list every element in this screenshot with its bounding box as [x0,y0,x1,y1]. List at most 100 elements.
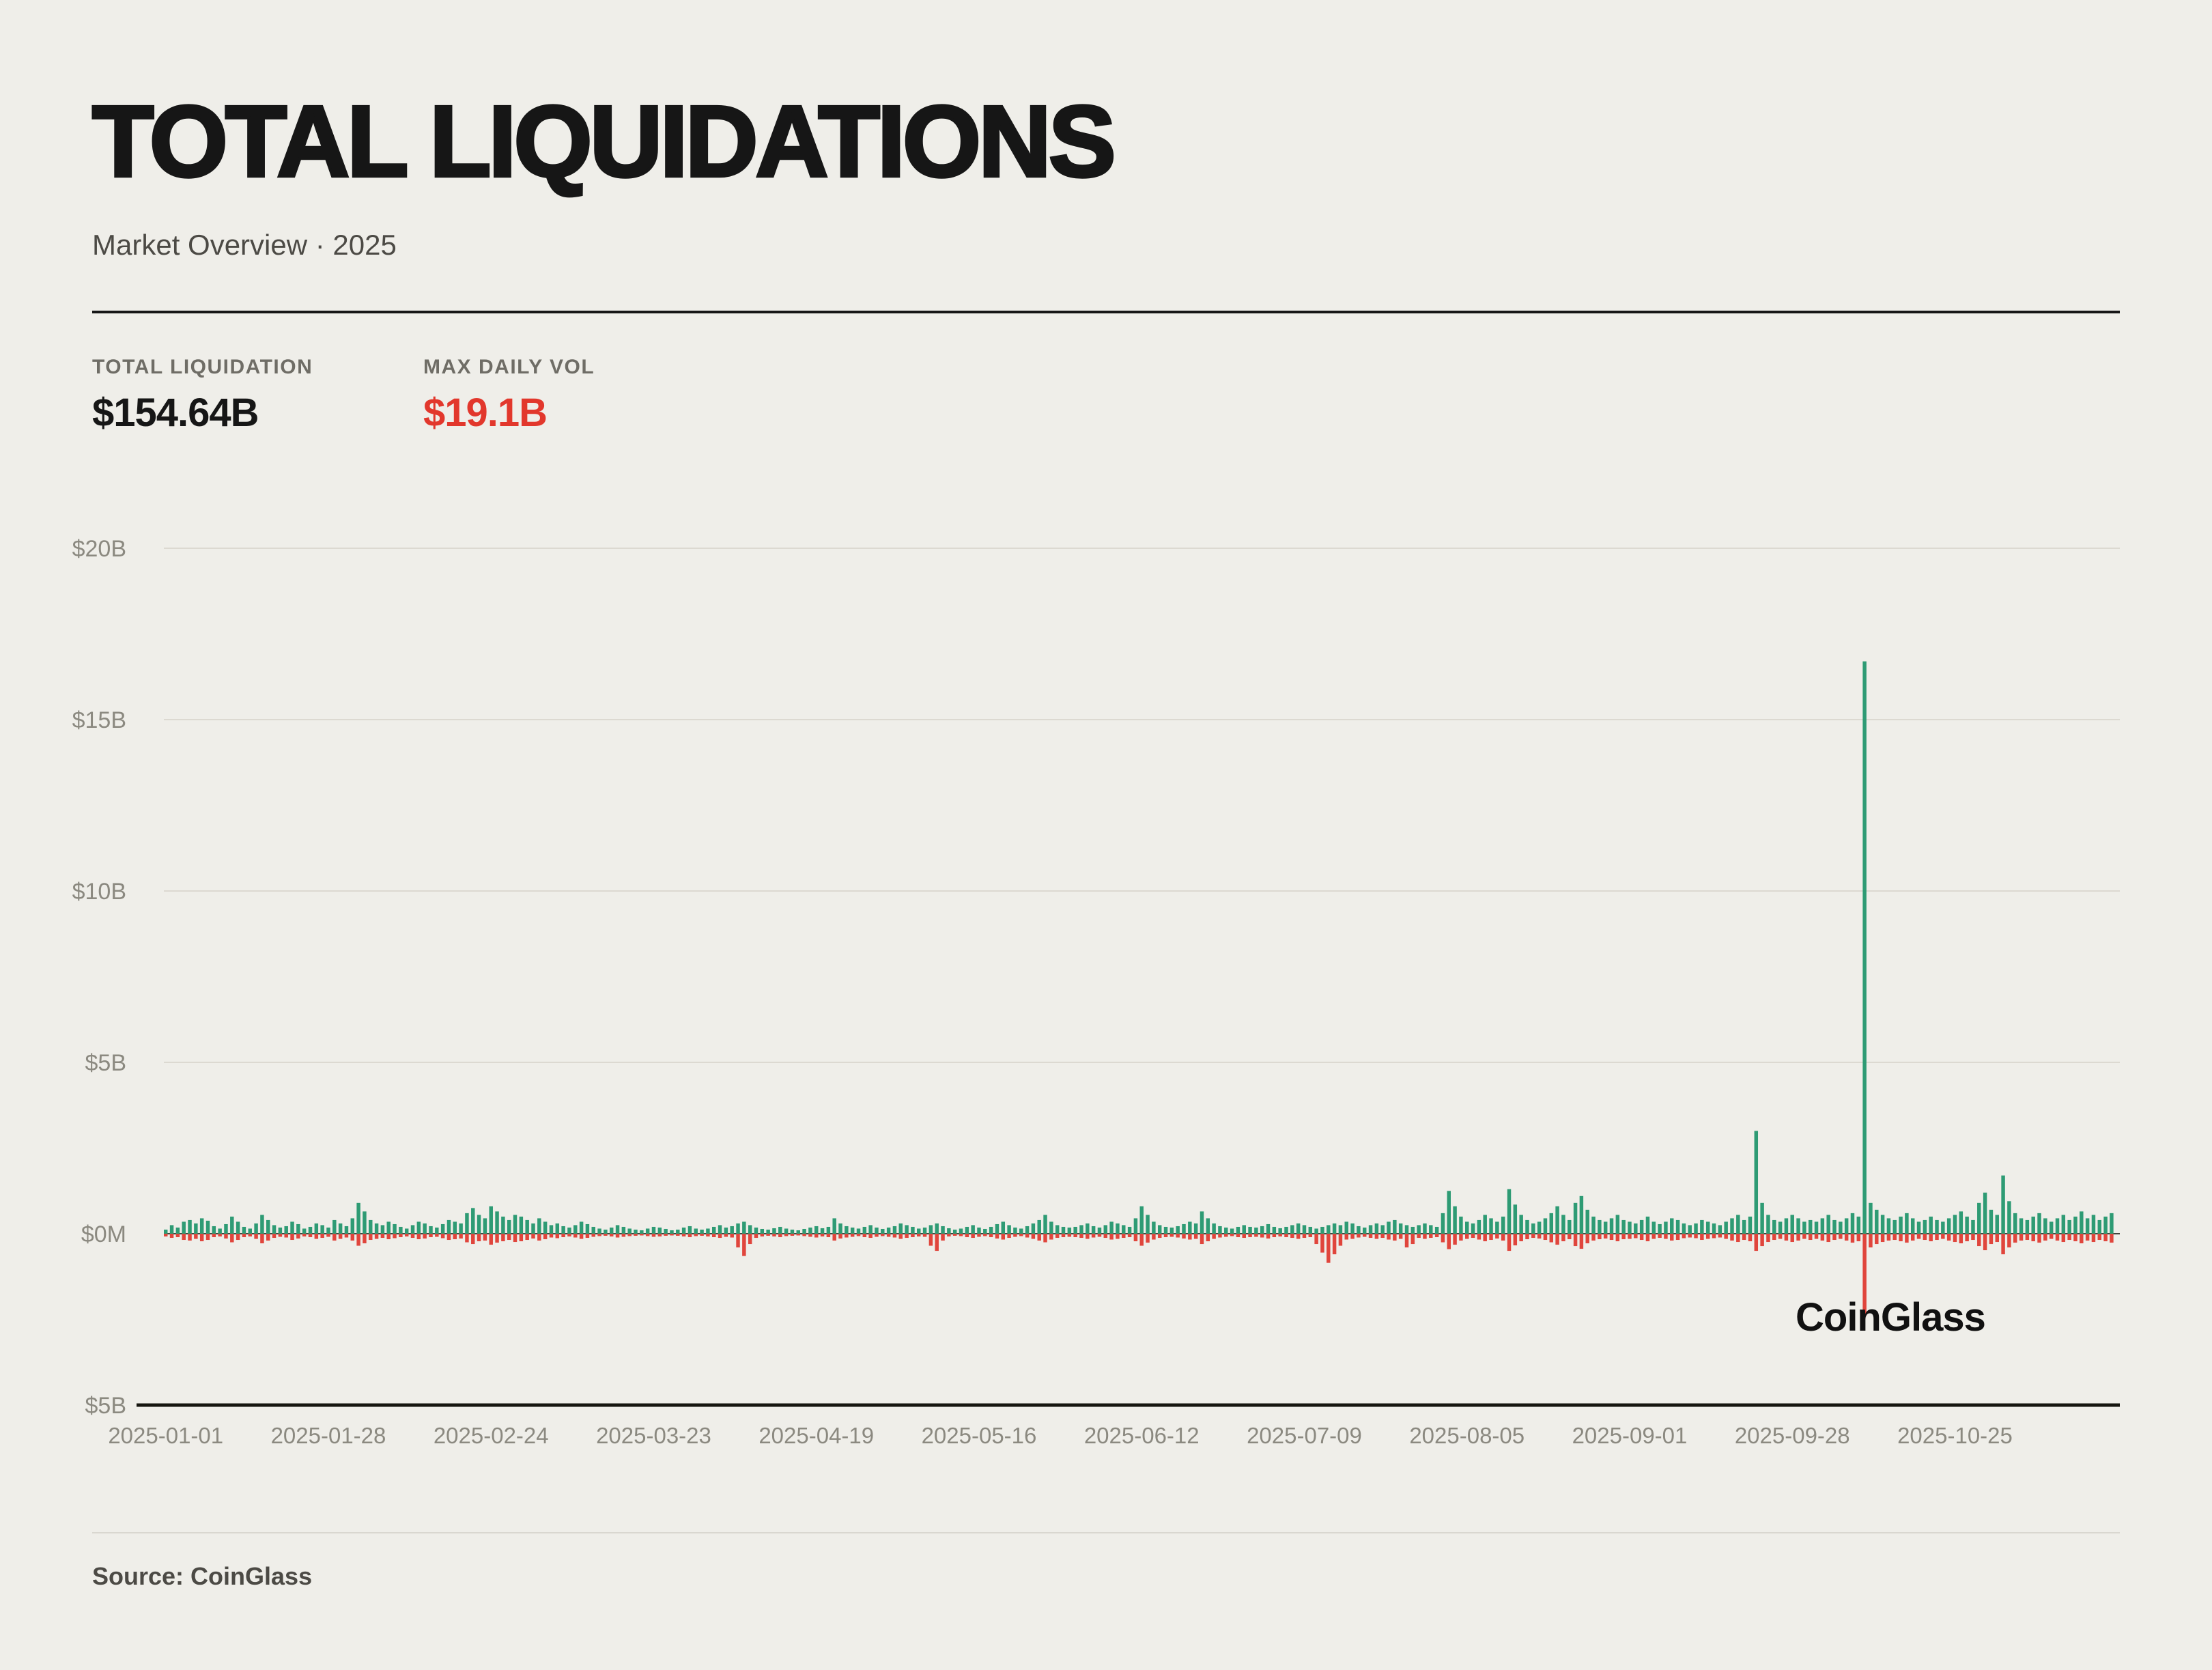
bar-short [1387,1234,1391,1240]
bar-long [1916,1221,1921,1234]
bar-long [2031,1217,2035,1234]
bar-short [615,1234,620,1238]
bar-long [886,1228,891,1234]
bar-long [1935,1220,1939,1234]
bar-short [224,1234,228,1239]
bar-long [706,1228,710,1234]
bar-long [1742,1220,1746,1234]
bar-short [513,1234,517,1243]
bar-short [1272,1234,1277,1238]
bar-long [531,1223,535,1234]
bar-long [1266,1224,1271,1234]
bar-short [905,1234,909,1239]
bar-short [1248,1234,1252,1238]
bar-short [1410,1234,1415,1245]
bar-long [338,1223,343,1234]
bar-short [1031,1234,1036,1239]
bar-long [1423,1223,1427,1234]
bar-short [1916,1234,1921,1239]
bar-long [742,1221,746,1234]
bar-short [898,1234,903,1239]
bar-short [1555,1234,1559,1245]
bar-short [808,1234,812,1237]
bar-long [845,1226,849,1234]
bar-long [1784,1218,1789,1234]
bar-short [1826,1234,1830,1243]
bar-short [1398,1234,1403,1239]
bar-short [1742,1234,1746,1241]
bar-short [326,1234,330,1237]
bar-long [266,1220,270,1234]
bar-long [621,1227,626,1234]
bar-short [525,1234,529,1241]
bar-short [2110,1234,2114,1243]
bar-short [1628,1234,1632,1239]
bar-short [585,1234,590,1239]
bar-short [711,1234,716,1238]
bar-long [326,1228,330,1234]
bar-long [1091,1226,1096,1234]
stats-row: TOTAL LIQUIDATION $154.64B MAX DAILY VOL… [92,356,2120,436]
bar-long [1031,1223,1036,1234]
bar-short [995,1234,999,1239]
bar-short [1941,1234,1945,1239]
bar-long [549,1225,554,1234]
bar-short [1772,1234,1776,1241]
bar-long [573,1225,578,1234]
bar-long [1507,1189,1512,1234]
bar-long [1628,1221,1632,1234]
bar-long [1850,1213,1855,1234]
bar-short [2007,1234,2011,1248]
bar-long [862,1227,867,1234]
bar-short [1357,1234,1361,1238]
bar-long [1037,1220,1041,1234]
bar-long [832,1218,836,1234]
bar-long [1946,1218,1951,1234]
bar-short [1880,1234,1885,1243]
bar-long [1073,1227,1077,1234]
bar-long [248,1228,253,1234]
bar-long [369,1220,373,1234]
bar-long [1079,1225,1083,1234]
bar-long [507,1220,511,1234]
x-tick-label: 2025-06-12 [1084,1423,1200,1448]
bar-long [1724,1221,1728,1234]
bar-long [917,1228,921,1234]
bar-long [1555,1206,1559,1234]
bar-long [1188,1221,1192,1234]
bar-short [1995,1234,1999,1243]
bar-short [1320,1234,1324,1254]
bar-short [1760,1234,1764,1247]
bar-long [446,1220,451,1234]
bar-long [808,1228,812,1234]
bar-short [700,1234,704,1236]
bar-short [724,1234,728,1237]
bar-long [1139,1206,1144,1234]
bar-long [1965,1217,1969,1234]
bar-short [2019,1234,2024,1241]
bar-short [1971,1234,1975,1241]
bar-short [959,1234,963,1236]
bar-long [1959,1211,1963,1234]
bar-long [525,1220,529,1234]
bar-long [971,1225,975,1234]
bar-long [224,1224,228,1234]
bar-short [1705,1234,1710,1239]
bar-long [1670,1218,1674,1234]
bar-long [718,1225,722,1234]
bar-long [555,1223,560,1234]
bar-short [1423,1234,1427,1239]
bar-long [1953,1215,1957,1234]
y-tick-label: $10B [72,879,126,905]
bar-short [561,1234,565,1238]
bar-short [1049,1234,1053,1240]
bar-long [579,1221,584,1234]
stat-value-max: $19.1B [423,391,548,436]
x-tick-label: 2025-10-25 [1897,1423,2013,1448]
bar-short [2001,1234,2005,1255]
bar-long [567,1228,571,1234]
bar-long [1169,1228,1174,1234]
bar-short [1832,1234,1837,1241]
bar-short [440,1234,445,1239]
bar-long [1603,1221,1608,1234]
